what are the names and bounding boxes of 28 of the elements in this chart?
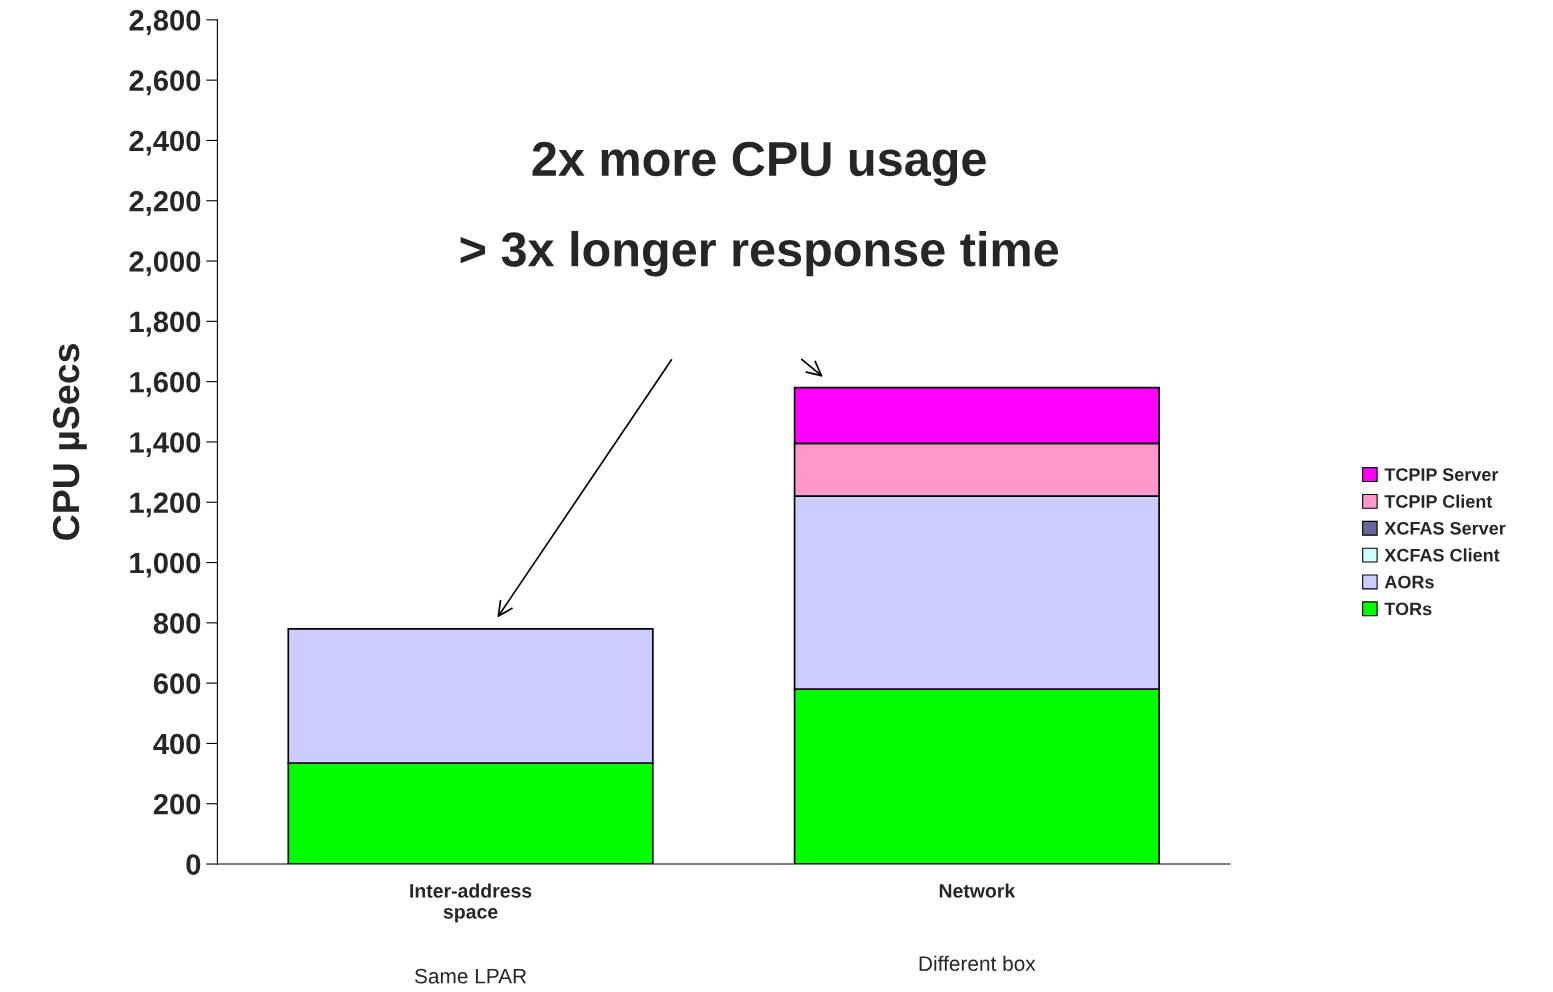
y-tick-label: 400 (153, 733, 201, 755)
x-tick-label: Network (939, 883, 1016, 898)
legend-label: TORs (1384, 602, 1432, 616)
annotation: > 3x longer response time (460, 230, 1059, 277)
text: Same LPAR (414, 968, 527, 984)
y-tick-label: 2,400 (129, 130, 201, 156)
y-tick-label: 0 (186, 854, 201, 875)
y-axis-title: CPU µSecs (52, 344, 87, 540)
y-tick-label: 200 (153, 793, 201, 815)
y-tick-label: 2,800 (129, 10, 201, 35)
legend-label: TCPIP Server (1384, 468, 1499, 481)
y-tick-label: 2,000 (129, 251, 201, 277)
text: Different box (919, 955, 1036, 972)
x-tick-label: Inter-address space (410, 883, 532, 923)
annotation: 2x more CPU usage (532, 141, 986, 187)
y-tick-label: 1,200 (130, 492, 201, 518)
y-tick-label: 1,600 (130, 371, 201, 397)
y-tick-label: 1,000 (130, 552, 201, 578)
y-tick-label: 2,200 (129, 190, 201, 216)
y-tick-label: 2,600 (129, 70, 201, 96)
y-tick-label: 600 (153, 673, 201, 694)
y-tick-label: 800 (153, 613, 201, 634)
y-tick-label: 1,400 (130, 432, 201, 458)
y-tick-label: 1,800 (130, 311, 201, 337)
legend-label: TCPIP Client (1384, 494, 1493, 508)
legend-label: AORs (1384, 575, 1434, 589)
legend-label: XCFAS Server (1384, 521, 1506, 535)
legend-label: XCFAS Client (1384, 548, 1500, 562)
